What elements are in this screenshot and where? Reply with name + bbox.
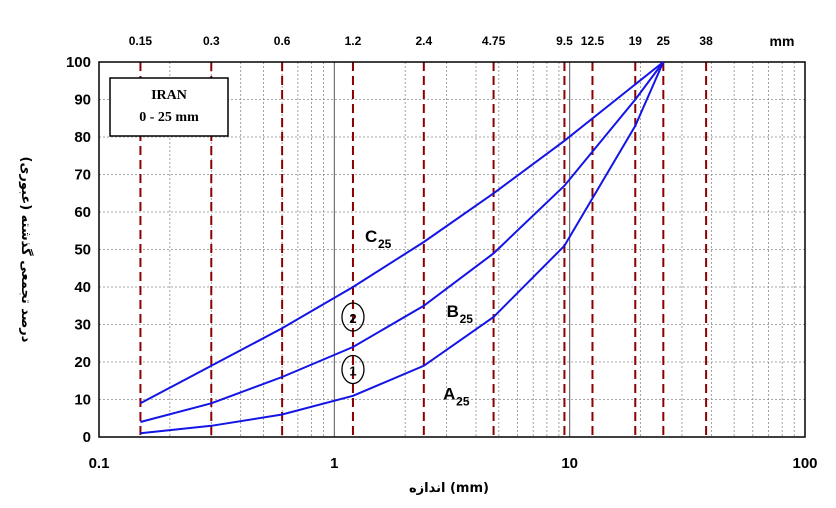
- top-sieve-label: 4.75: [482, 34, 506, 48]
- y-tick-label: 60: [74, 204, 91, 221]
- y-tick-label: 70: [74, 167, 91, 184]
- legend-frame: [109, 77, 229, 137]
- y-tick-label: 40: [74, 279, 91, 296]
- y-tick-label: 20: [74, 354, 91, 371]
- series-lines: [139, 61, 665, 435]
- curve-label-sub-b: 25: [460, 312, 474, 326]
- y-axis-title: درصد تجمعی گذشته (عبوری): [18, 157, 34, 343]
- y-tick-labels: 0 10 20 30 40 50 60 70 80 90 100: [66, 54, 91, 446]
- curve-label-b: B: [447, 302, 459, 321]
- series-line-b: [140, 61, 665, 423]
- zone-markers: 12: [341, 302, 365, 385]
- y-tick-label: 30: [74, 317, 91, 334]
- curve-label-sub-c: 25: [378, 237, 392, 251]
- series-line-c: [139, 61, 664, 405]
- curve-label-c: C: [365, 227, 377, 246]
- top-unit-label: mm: [770, 33, 795, 49]
- y-tick-label: 0: [83, 429, 91, 446]
- curve-labels: C 25B 25A 25: [365, 227, 473, 409]
- curve-label-sub-a: 25: [456, 395, 470, 409]
- curve-label-a: A: [443, 385, 455, 404]
- x-tick-label: 0.1: [89, 455, 110, 472]
- top-sieve-label: 25: [657, 34, 671, 48]
- zone-marker-number: 2: [349, 311, 356, 326]
- top-sieve-label: 1.2: [345, 34, 362, 48]
- top-sieve-label: 19: [629, 34, 643, 48]
- x-tick-labels: 0.1 1 10 100: [89, 455, 818, 472]
- x-tick-label: 1: [330, 455, 338, 472]
- legend-box: IRAN 0 - 25 mm: [109, 77, 229, 137]
- zone-marker-circle: [341, 354, 365, 385]
- x-axis-title: اندازه (mm): [409, 481, 489, 496]
- top-sieve-label: 0.15: [129, 34, 153, 48]
- legend-line-1: IRAN: [151, 88, 187, 103]
- plot-frame: [98, 61, 806, 438]
- x-tick-label: 100: [792, 455, 817, 472]
- top-sieve-label: 38: [699, 34, 713, 48]
- top-sieve-labels: 0.15 0.3 0.6 1.2 2.4 4.75 9.5 12.5 19 25 38: [129, 34, 713, 48]
- y-tick-label: 100: [66, 54, 91, 71]
- top-sieve-label: 0.3: [203, 34, 220, 48]
- legend-line-2: 0 - 25 mm: [139, 110, 199, 125]
- y-tick-label: 50: [74, 242, 91, 259]
- zone-marker-circle: [341, 302, 365, 332]
- x-tick-label: 10: [561, 455, 578, 472]
- zone-marker-number: 1: [349, 364, 356, 379]
- series-line-a: [140, 61, 665, 435]
- y-tick-label: 10: [74, 392, 91, 409]
- y-tick-label: 80: [74, 129, 91, 146]
- top-sieve-label: 12.5: [581, 34, 605, 48]
- top-sieve-label: 0.6: [274, 34, 291, 48]
- top-sieve-label: 9.5: [556, 34, 573, 48]
- top-sieve-label: 2.4: [415, 34, 432, 48]
- y-tick-label: 90: [74, 92, 91, 109]
